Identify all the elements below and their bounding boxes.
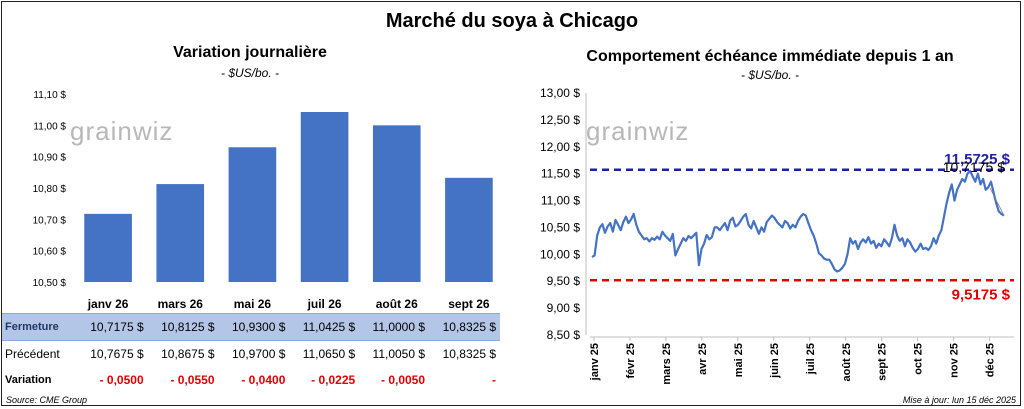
x-tick-label: sept 26: [448, 297, 490, 311]
y-tick-label: 10,90 $: [33, 153, 67, 164]
table-cell: - 0,0400: [218, 367, 290, 393]
bar: [228, 147, 277, 282]
x-tick-label: déc 25: [985, 343, 997, 377]
row-label: Variation: [2, 367, 77, 393]
grainwiz-watermark: grainwiz: [70, 116, 173, 146]
table-cell: 10,7175 $: [76, 313, 148, 341]
table-cell: 11,0050 $: [359, 340, 430, 367]
x-tick-label: mai 25: [733, 343, 745, 377]
y-tick-label: 8,50 $: [547, 328, 581, 342]
table-cell: - 0,0225: [289, 367, 360, 393]
x-tick-label: sept 25: [877, 343, 889, 381]
table-cell: 10,8325 $: [429, 313, 500, 341]
y-tick-label: 10,00 $: [540, 247, 580, 261]
row-label: Fermeture: [2, 313, 77, 341]
y-tick-label: 11,50 $: [541, 167, 580, 181]
table-cell: 11,0425 $: [289, 313, 360, 341]
x-tick-label: févr 25: [625, 343, 637, 378]
y-tick-label: 9,00 $: [547, 301, 581, 315]
y-tick-label: 12,50 $: [540, 113, 580, 127]
x-tick-label: avr 25: [697, 343, 709, 375]
table-cell: - 0,0500: [76, 367, 148, 393]
table-cell: 10,9700 $: [218, 340, 290, 367]
x-tick-label: oct 25: [913, 343, 925, 375]
bar-chart-unit: - $US/bo. -: [220, 66, 280, 80]
x-tick-label: août 26: [376, 297, 418, 311]
table-row-previous: Précédent 10,7675 $ 10,8675 $ 10,9700 $ …: [2, 340, 500, 367]
price-table: Fermeture 10,7175 $ 10,8125 $ 10,9300 $ …: [2, 313, 500, 393]
x-tick-label: mars 25: [661, 343, 673, 385]
table-cell: 11,0000 $: [359, 313, 430, 341]
low-reference-label: 9,5175 $: [952, 286, 1011, 303]
bar-chart-title: Variation journalière: [173, 44, 327, 61]
table-cell: 10,7675 $: [76, 340, 148, 367]
source-note: Source: CME Group: [6, 395, 88, 405]
x-tick-label: janv 25: [589, 343, 601, 381]
table-cell: 10,8675 $: [147, 340, 219, 367]
table-cell: - 0,0550: [147, 367, 219, 393]
table-cell: -: [429, 367, 500, 393]
x-tick-label: août 25: [841, 343, 853, 382]
x-tick-label: juil 25: [805, 343, 817, 375]
x-tick-label: janv 26: [87, 297, 129, 311]
y-tick-label: 11,00 $: [33, 121, 66, 132]
table-cell: 10,9300 $: [218, 313, 290, 341]
y-tick-label: 10,80 $: [33, 184, 67, 195]
table-cell: 11,0650 $: [289, 340, 360, 367]
table-cell: 10,8325 $: [429, 340, 500, 367]
line-chart: grainwiz 8,50 $ 9,00 $ 9,50 $ 10,00 $ 10,50 …: [540, 86, 1014, 385]
last-value-leader: [989, 187, 1005, 216]
last-value-label: 10,7175 $: [943, 159, 1005, 175]
page-title: Marché du soya à Chicago: [385, 10, 639, 32]
bar: [300, 112, 349, 283]
bar: [372, 125, 421, 282]
update-date: Mise à jour: lun 15 déc 2025: [902, 395, 1016, 405]
y-tick-label: 10,70 $: [33, 215, 67, 226]
y-tick-label: 9,50 $: [547, 274, 581, 288]
bar: [84, 213, 132, 282]
table-row-variation: Variation - 0,0500 - 0,0550 - 0,0400 - 0…: [2, 367, 500, 393]
high-reference-label: 11,5725 $: [944, 151, 1011, 168]
row-label: Précédent: [2, 340, 77, 367]
price-line: [591, 169, 1005, 273]
grainwiz-watermark-2: grainwiz: [586, 116, 689, 146]
line-chart-title: Comportement échéance immédiate depuis 1…: [586, 48, 954, 65]
y-tick-label: 11,10 $: [33, 90, 66, 101]
bar-chart: grainwiz 10,50 $ 10,60 $ 10,70 $ 10,80 $ 10,…: [33, 90, 493, 311]
line-chart-unit: - $US/bo. -: [740, 68, 800, 82]
y-tick-label: 10,50 $: [540, 220, 580, 234]
y-tick-label: 11,00 $: [541, 194, 580, 208]
x-tick-label: mai 26: [234, 297, 272, 311]
table-cell: - 0,0050: [359, 367, 430, 393]
y-tick-label: 10,50 $: [33, 278, 67, 289]
table-cell: 10,8125 $: [147, 313, 219, 341]
table-row-close: Fermeture 10,7175 $ 10,8125 $ 10,9300 $ …: [2, 313, 500, 341]
y-tick-label: 12,00 $: [540, 140, 580, 154]
x-tick-label: mars 26: [158, 297, 204, 311]
x-tick-label: nov 25: [949, 343, 961, 378]
x-tick-label: juil 26: [307, 297, 342, 311]
y-tick-label: 13,00 $: [540, 86, 580, 100]
y-tick-label: 10,60 $: [33, 247, 67, 258]
bar: [445, 177, 493, 282]
x-tick-label: juin 25: [769, 343, 781, 379]
bar: [156, 184, 205, 282]
